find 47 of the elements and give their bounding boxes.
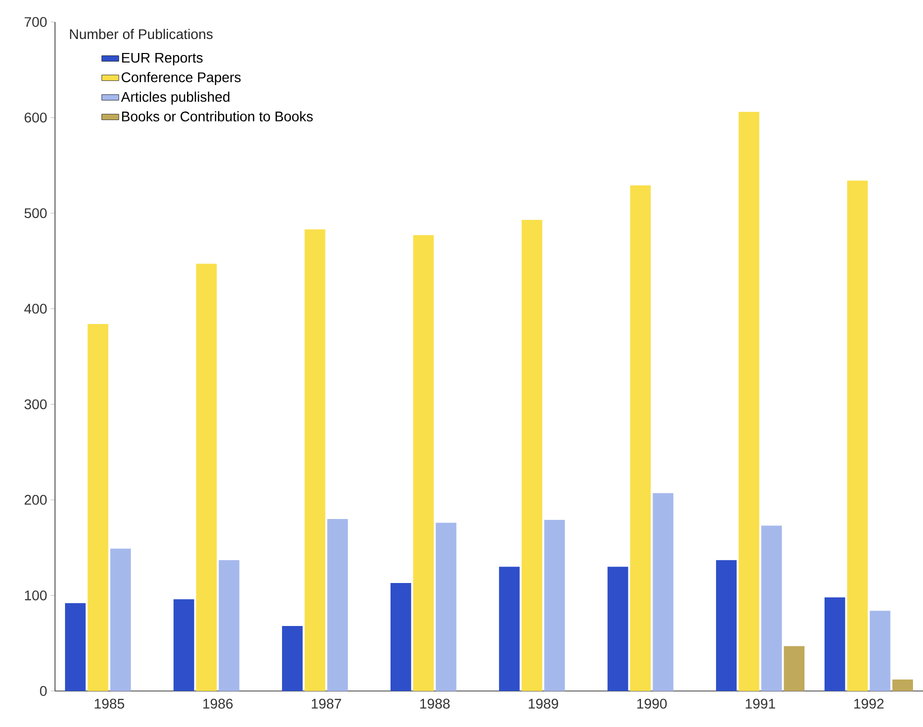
bar xyxy=(196,264,217,691)
bar xyxy=(218,560,240,691)
bar xyxy=(544,520,565,691)
x-tick-label: 1986 xyxy=(203,698,233,709)
legend-title: Number of Publications xyxy=(70,28,213,40)
bar xyxy=(608,566,628,691)
x-tick-label: 1989 xyxy=(528,698,558,709)
bar xyxy=(738,112,760,691)
x-tick-label: 1985 xyxy=(94,698,124,709)
bar xyxy=(716,560,737,691)
bar xyxy=(110,548,131,691)
y-tick-label: 0 xyxy=(40,686,47,696)
legend-label: Articles published xyxy=(121,92,230,105)
y-tick-label: 700 xyxy=(24,17,47,27)
bar xyxy=(892,680,913,691)
x-tick-label: 1991 xyxy=(746,698,776,709)
y-tick-label: 200 xyxy=(24,494,47,505)
bar xyxy=(761,526,782,691)
bar xyxy=(824,597,846,691)
y-tick-label: 400 xyxy=(24,304,47,314)
bar xyxy=(390,583,412,691)
legend-label: Books or Contribution to Books xyxy=(122,111,313,122)
x-tick-label: 1988 xyxy=(420,698,450,709)
bar xyxy=(499,566,520,691)
x-tick-label: 1990 xyxy=(637,698,667,709)
y-tick-label: 300 xyxy=(24,399,47,410)
x-tick-label: 1992 xyxy=(854,698,884,709)
y-tick-label: 600 xyxy=(24,112,47,123)
bar xyxy=(282,626,303,691)
bar xyxy=(522,220,542,691)
legend-label: Conference Papers xyxy=(122,72,241,85)
legend-label: EUR Reports xyxy=(122,52,203,66)
y-tick-label: 500 xyxy=(24,208,47,218)
x-tick-label: 1987 xyxy=(312,698,342,709)
bar xyxy=(65,603,86,691)
bar xyxy=(784,646,804,691)
bar xyxy=(88,324,108,691)
y-tick-label: 100 xyxy=(25,590,47,600)
bar xyxy=(304,229,326,691)
bar xyxy=(436,522,456,691)
bar xyxy=(413,235,434,691)
bar xyxy=(870,610,890,691)
bar xyxy=(327,518,348,691)
bar xyxy=(847,180,868,691)
bar xyxy=(174,599,194,691)
bar xyxy=(630,185,651,691)
bar xyxy=(652,493,674,691)
